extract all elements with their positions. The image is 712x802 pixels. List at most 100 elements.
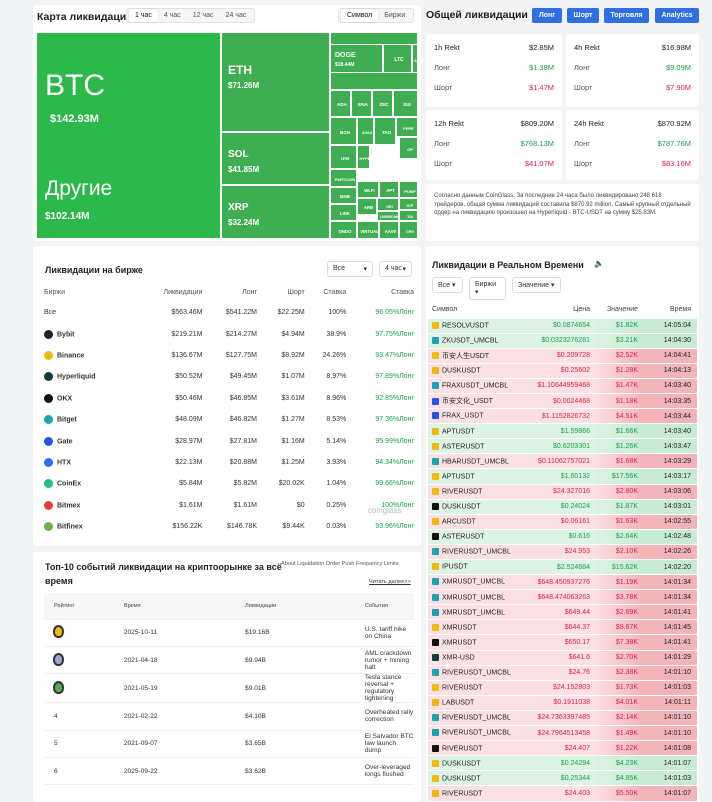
value-cell: $1.19K [594,574,642,591]
tile-aster[interactable]: ASTER [412,44,418,73]
tab-exchange[interactable]: Биржи [384,12,406,19]
realtime-row[interactable]: 币安人生USDT $0.209728 $2.52K 14:04:41 [428,348,697,364]
exchange-row[interactable]: Bitmex $1.61M $1.61M $0 0.25% 100%Лонг [44,495,414,516]
realtime-row[interactable]: ASTERUSDT $0.616 $2.64K 14:02:48 [428,529,697,545]
realtime-row[interactable]: ASTERUSDT $0.6203301 $1.26K 14:03:47 [428,438,697,455]
tile-btc[interactable]: BTC $142.93M Другие $102.14M [36,32,221,239]
tab-symbol[interactable]: Символ [341,9,379,22]
realtime-row[interactable]: XMRUSDT $644.37 $9.67K 14:01:45 [428,619,697,636]
tile-wlfi[interactable]: WLFI [357,181,379,198]
tile-partcoin[interactable]: PARTCOIN [330,169,357,187]
realtime-row[interactable]: APTUSDT $1.60132 $17.56K 14:03:17 [428,468,697,485]
read-more-link[interactable]: Читать далее>> [369,579,411,585]
realtime-row[interactable]: XMR-USD $641.6 $2.70K 14:01:29 [428,650,697,666]
tile-bnb[interactable]: BNB [330,187,357,204]
realtime-row[interactable]: DUSKUSDT $0.25344 $4.85K 14:01:03 [428,770,697,787]
tile-aave[interactable]: AAVE [379,221,399,239]
long-button[interactable]: Лонг [532,8,562,23]
tile-ondo[interactable]: ONDO [330,221,357,239]
filter-exchange-label: Биржи [475,281,496,288]
tile-pepe[interactable]: PEPE [396,117,418,137]
exchange-row[interactable]: Hyperliquid $50.52M $49.45M $1.07M 8.97% 97.8… [44,366,414,387]
tile-link[interactable]: LINK [330,204,357,221]
realtime-row[interactable]: RIVERUSDT_UMCBL $24.7363397485 $2.14K 14:01… [428,710,697,727]
coin-select[interactable]: Все ▾ [327,261,373,277]
realtime-row[interactable]: FRAXUSDT_UMCBL $1.10644959468 $1.47K 14:03:… [428,378,697,394]
tile-zec[interactable]: ZEC [372,90,393,117]
exchange-row[interactable]: Gate $28.97M $27.81M $1.16M 5.14% 95.99%Лонг [44,430,414,451]
tile-eth[interactable]: ETH $71.26M [221,32,330,132]
tile-ltc[interactable]: LTC [383,44,412,73]
realtime-row[interactable]: APTUSDT $1.59866 $1.66K 14:03:40 [428,423,697,440]
tile-doge[interactable]: DOGE $18.44M [330,44,383,73]
tile-pump[interactable]: PUMP [399,181,418,198]
exchange-row[interactable]: CoinEx $5.84M $5.82M $20.02K 1.04% 99.66%Лонг [44,473,414,494]
tile-virtual[interactable]: VIRTUAL [357,221,379,239]
realtime-row[interactable]: HBARUSDT_UMCBL $0.11062757021 $1.68K 14:03:… [428,453,697,470]
exchange-row[interactable]: Все $563.46M $541.22M $22.25M 100% 96.05%Лонг [44,302,414,323]
exchange-row[interactable]: HTX $22.13M $20.88M $1.25M 3.93% 94.34%Лонг [44,452,414,473]
exchange-row[interactable]: Bitfinex $156.22K $146.78K $9.44K 0.03% 93.96… [44,516,414,537]
tile-tao[interactable]: TAO [374,117,396,145]
realtime-row[interactable]: XMRUSDT_UMCBL $648.474063263 $3.78K 14:01:3… [428,589,697,606]
realtime-row[interactable]: XMRUSDT $650.17 $7.38K 14:01:41 [428,634,697,651]
tile-bch[interactable]: BCH [330,117,357,145]
period-select[interactable]: 4 час ▾ [379,261,412,277]
realtime-row[interactable]: DUSKUSDT $0.25602 $1.28K 14:04:13 [428,363,697,379]
tile-uni[interactable]: UNI [330,145,357,169]
filter-exchange[interactable]: Биржи ▾ [469,277,506,300]
realtime-row[interactable]: DUSKUSDT $0.24024 $1.87K 14:03:01 [428,499,697,515]
about-push-limits[interactable]: About Liquidation Order Push Frequency L… [281,561,399,567]
tile-hype[interactable]: HYPE [357,145,370,169]
filter-coin[interactable]: Все ▾ [432,277,463,293]
realtime-row[interactable]: FRAX_USDT $1.1152826732 $4.51K 14:03:44 [428,408,697,425]
tab-period-2[interactable]: 12 час [192,12,214,19]
exchange-row[interactable]: Bybit $219.21M $214.27M $4.94M 38.9% 97.75%Ло… [44,323,414,344]
realtime-row[interactable]: RIVERUSDT $24.152803 $1.73K 14:01:03 [428,680,697,696]
tile-sol[interactable]: SOL $41.85M [221,132,330,185]
tab-period-0[interactable]: 1 час [129,9,158,22]
analytics-button[interactable]: Analytics [655,8,699,23]
tile-sui[interactable]: SUI [393,90,418,117]
short-button[interactable]: Шорт [567,8,599,23]
realtime-row[interactable]: ZKUSDT_UMCBL $0.0323276281 $3.21K 14:04:30 [428,333,697,349]
tab-period-3[interactable]: 24 час [225,12,247,19]
tile-1000bonk[interactable]: 1000BONK [377,211,399,221]
tile-crv[interactable]: CRV [399,221,418,239]
exchange-row[interactable]: Bitget $48.09M $46.82M $1.27M 8.53% 97.36%Лон… [44,409,414,430]
realtime-row[interactable]: RIVERUSDT_UMCBL $24.76 $2.38K 14:01:10 [428,665,697,681]
realtime-row[interactable]: XMRUSDT_UMCBL $648.450937276 $1.19K 14:01:3… [428,574,697,591]
realtime-row[interactable]: RIVERUSDT_UMCBL $24.7964513458 $1.49K 14:01… [428,725,697,742]
exchange-row[interactable]: OKX $50.46M $46.85M $3.61M 8.96% 92.85%Лонг [44,388,414,409]
exchange-row[interactable]: Binance $136.67M $127.75M $8.92M 24.26% 93.47… [44,345,414,366]
realtime-row[interactable]: RIVERUSDT $24.407 $1.22K 14:01:08 [428,740,697,757]
realtime-row[interactable]: 币安文化_USDT $0.0024468 $1.18K 14:03:35 [428,393,697,410]
tile-label: WLFI [364,188,375,194]
realtime-row[interactable]: DUSKUSDT $0.24294 $4.23K 14:01:07 [428,755,697,772]
tile-tia[interactable]: TIA [399,210,418,221]
tab-period-1[interactable]: 4 час [163,12,181,19]
tile-arb[interactable]: ARB [357,198,377,215]
time-cell: 14:03:17 [642,468,697,485]
sound-icon[interactable]: 🔈 [594,259,604,268]
realtime-row[interactable]: ARCUSDT $0.06161 $1.63K 14:02:55 [428,514,697,530]
tile-xrp[interactable]: XRP $32.24M [221,185,330,239]
filter-value[interactable]: Значение ▾ [512,277,561,293]
tile-op[interactable]: OP [399,137,418,159]
realtime-row[interactable]: RIVERUSDT $24.403 $5.50K 14:01:07 [428,785,697,802]
exchange-name: Bitget [57,416,77,424]
tile-sei[interactable]: SEI [377,198,399,211]
tile-avax[interactable]: AVAX [357,117,374,145]
tile-icp[interactable]: ICP [399,198,418,210]
tile-ada[interactable]: ADA [330,90,351,117]
realtime-row[interactable]: RIVERUSDT_UMCBL $24.953 $2.10K 14:02:26 [428,544,697,561]
realtime-row[interactable]: XMRUSDT_UMCBL $649.44 $2.69K 14:01:41 [428,604,697,621]
trade-button[interactable]: Торговля [604,8,649,23]
realtime-row[interactable]: IPUSDT $2.524684 $15.62K 14:02:20 [428,559,697,576]
tile-ena[interactable]: ENA [351,90,372,117]
tile-apt[interactable]: APT [379,181,399,198]
realtime-row[interactable]: LABUSDT $0.1911038 $4.01K 14:01:11 [428,695,697,711]
realtime-row[interactable]: RESOLVUSDT $0.0874654 $1.82K 14:05:04 [428,318,697,334]
realtime-row[interactable]: RIVERUSDT $24.327016 $2.80K 14:03:06 [428,484,697,500]
tile-label: CRV [405,229,415,234]
